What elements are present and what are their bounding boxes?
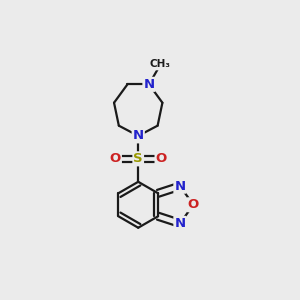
Text: S: S — [134, 152, 143, 165]
Text: O: O — [110, 152, 121, 165]
Text: N: N — [133, 129, 144, 142]
Text: CH₃: CH₃ — [150, 59, 171, 70]
Text: O: O — [156, 152, 167, 165]
Text: N: N — [174, 217, 185, 230]
Text: N: N — [174, 180, 185, 193]
Text: O: O — [188, 198, 199, 211]
Text: N: N — [143, 78, 155, 91]
